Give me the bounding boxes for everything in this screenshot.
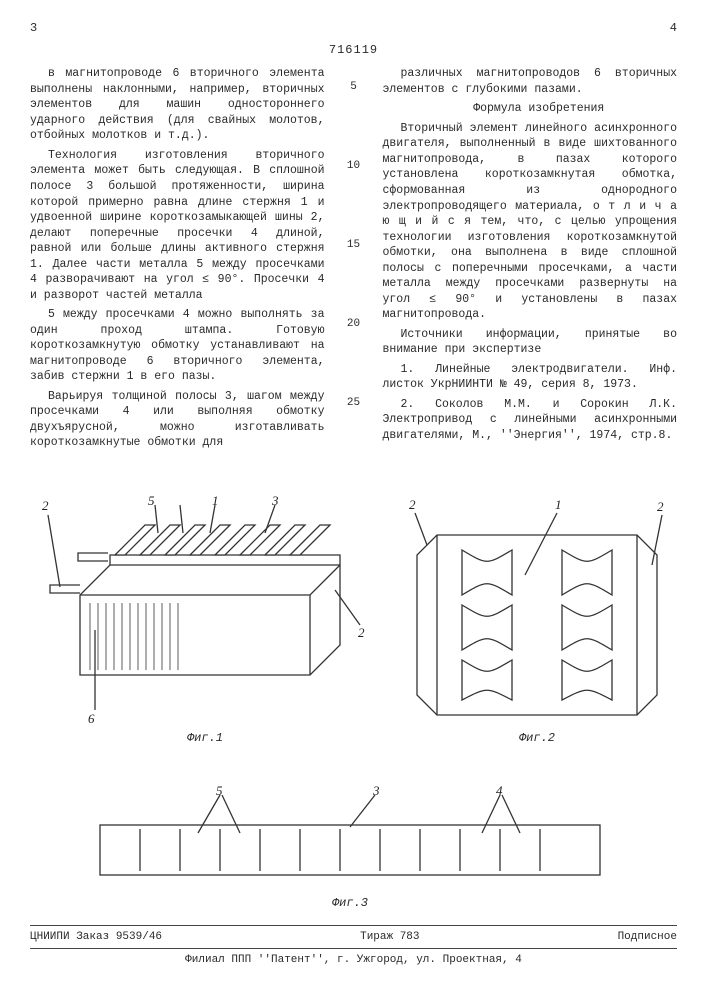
fig2-label-1: 1: [555, 497, 562, 512]
para: в магнитопроводе 6 вторичного элемента в…: [30, 66, 325, 144]
lineno: 5: [350, 80, 357, 95]
para: Технология изготовления вторичного элеме…: [30, 148, 325, 303]
line-numbers: 5 10 15 20 25: [345, 66, 363, 474]
figure-3: 5 3 4: [90, 785, 610, 895]
footer-org: ЦНИИПИ Заказ 9539/46: [30, 930, 162, 945]
ref: 2. Соколов М.М. и Сорокин Л.К. Электропр…: [383, 397, 678, 444]
fig1-label-2b: 2: [358, 625, 365, 640]
footer-line-1: ЦНИИПИ Заказ 9539/46 Тираж 783 Подписное: [30, 925, 677, 945]
fig2-label-2b: 2: [657, 499, 664, 514]
footer-line-2: Филиал ППП ''Патент'', г. Ужгород, ул. П…: [30, 948, 677, 968]
page-left: 3: [30, 20, 37, 36]
fig2-label-2: 2: [409, 497, 416, 512]
figures-panel: 2 6 5 1 3 2 Фиг.1: [30, 495, 677, 915]
para: 5 между просечками 4 можно выполнять за …: [30, 307, 325, 385]
column-left: в магнитопроводе 6 вторичного элемента в…: [30, 66, 325, 474]
lineno: 20: [347, 317, 360, 332]
fig1-label-3: 3: [271, 495, 279, 508]
figure-2: 2 1 2: [407, 495, 667, 730]
fig1-caption: Фиг.1: [40, 730, 370, 746]
column-right: различных магнитопроводов 6 вторичных эл…: [383, 66, 678, 474]
para: Варьируя толщиной полосы 3, шагом между …: [30, 389, 325, 451]
footer-tirazh: Тираж 783: [360, 930, 419, 945]
fig2-caption: Фиг.2: [407, 730, 667, 746]
fig1-label-5: 5: [148, 495, 155, 508]
lineno: 10: [347, 159, 360, 174]
fig1-label-2: 2: [42, 498, 49, 513]
sources-title: Источники информации, принятые во вниман…: [383, 327, 678, 358]
fig1-label-1: 1: [212, 495, 219, 508]
fig3-label-3: 3: [372, 785, 380, 798]
fig3-label-5: 5: [216, 785, 223, 798]
para: Вторичный элемент линейного асинхронного…: [383, 121, 678, 323]
para: различных магнитопроводов 6 вторичных эл…: [383, 66, 678, 97]
ref: 1. Линейные электродвигатели. Инф. листо…: [383, 362, 678, 393]
lineno: 25: [347, 396, 360, 411]
formula-title: Формула изобретения: [383, 101, 678, 117]
footer-sign: Подписное: [618, 930, 677, 945]
doc-number: 716119: [30, 42, 677, 58]
page-right: 4: [670, 20, 677, 36]
fig3-caption: Фиг.3: [90, 895, 610, 911]
fig3-label-4: 4: [496, 785, 503, 798]
lineno: 15: [347, 238, 360, 253]
fig1-label-6: 6: [88, 711, 95, 726]
figure-1: 2 6 5 1 3 2: [40, 495, 370, 730]
